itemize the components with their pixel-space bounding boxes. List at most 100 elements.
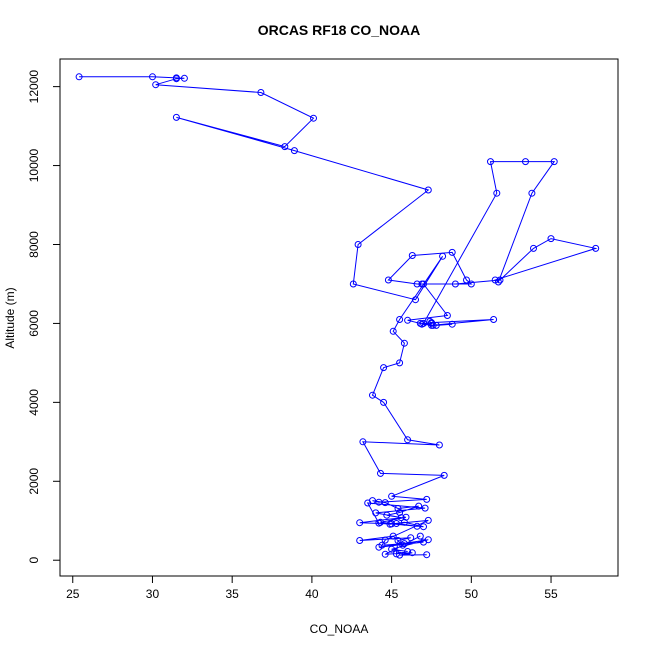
data-point [408,549,416,557]
data-point [396,316,404,323]
x-axis: 25 30 35 40 45 50 55 [66,576,558,601]
data-point [399,541,407,549]
data-point [384,276,392,284]
y-tick-label: 0 [27,557,41,564]
data-point [404,436,412,444]
data-point [412,296,419,304]
data-point [369,391,376,399]
data-point [388,520,396,528]
data-point [354,241,362,248]
data-point [522,158,529,166]
data-point [377,469,384,477]
plot-area [75,73,600,559]
x-tick-label: 35 [226,587,240,601]
y-axis-label: Altitude (m) [3,287,17,348]
data-point [388,492,396,500]
data-point [388,545,396,553]
y-tick-label: 10000 [27,149,41,183]
data-point [490,316,498,323]
data-point [448,320,456,328]
x-tick-label: 55 [544,587,558,601]
data-point [413,522,421,530]
x-tick-label: 30 [146,587,160,601]
data-point [392,520,400,527]
data-point [547,235,555,243]
data-point [380,364,388,372]
data-point [400,339,408,347]
data-point [152,81,160,89]
data-point [423,551,431,559]
data-point [496,276,504,284]
data-point [389,532,397,540]
data-point [429,321,437,329]
data-point [415,502,423,510]
data-point [180,74,188,82]
data-point [381,550,389,558]
data-point [463,276,470,284]
data-point [359,438,367,446]
data-point [383,511,391,519]
data-point [172,113,180,121]
data-point [381,499,389,507]
data-point [375,543,383,551]
data-point [443,312,451,319]
data-point [149,73,156,81]
data-point [404,548,412,555]
data-point [281,143,289,151]
data-point [421,504,429,512]
data-point [418,280,426,288]
y-tick-label: 8000 [27,231,41,258]
data-point [394,537,402,544]
data-point [310,114,317,122]
data-point [467,280,475,288]
y-tick-label: 4000 [27,389,41,416]
data-point [408,252,416,259]
data-point [423,495,431,503]
x-tick-label: 25 [66,587,80,601]
x-tick-label: 50 [465,587,479,601]
data-point [424,516,432,524]
y-tick-label: 12000 [27,70,41,104]
data-point [364,499,372,507]
data-point [381,536,389,544]
data-point [380,398,388,406]
y-tick-label: 6000 [27,310,41,337]
data-point [528,189,536,197]
data-point [397,514,405,522]
data-point [392,550,400,558]
data-point [290,147,298,155]
data-point [349,280,357,288]
data-point [356,537,364,544]
y-tick-label: 2000 [27,468,41,495]
data-point [424,186,432,194]
data-point [493,189,501,197]
data-point [172,75,180,83]
series-line [79,76,445,556]
data-point [402,513,410,521]
chart-title: ORCAS RF18 CO_NOAA [258,22,421,38]
data-point [451,280,459,288]
plot-frame [59,58,619,577]
data-point [407,534,415,542]
data-point [592,244,600,252]
data-point [432,321,440,329]
x-tick-label: 40 [305,587,319,601]
data-point [396,551,404,559]
data-point [257,89,265,96]
data-point [396,359,404,367]
data-point [424,536,432,544]
data-point [439,252,447,260]
data-point [356,519,364,527]
data-point [494,278,502,286]
data-point [394,505,402,512]
data-point [530,244,537,252]
data-point [377,518,384,526]
y-axis: 0 2000 4000 6000 8000 10000 12000 [27,70,60,564]
data-point [404,316,412,324]
data-point [416,532,424,540]
data-point [440,471,448,479]
data-point [487,158,494,166]
data-point [418,320,426,328]
series-line [387,161,598,326]
